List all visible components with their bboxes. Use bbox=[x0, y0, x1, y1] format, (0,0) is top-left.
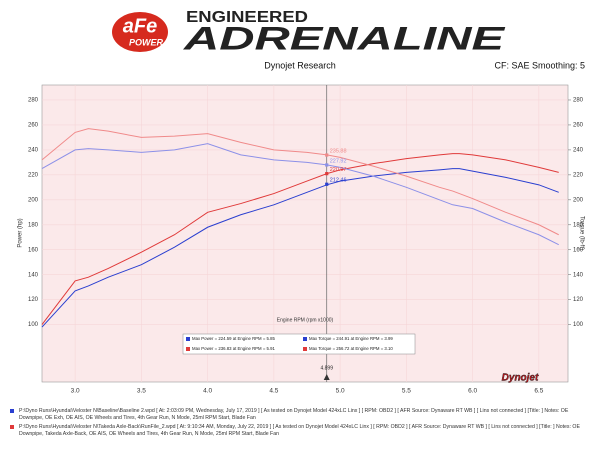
y-axis-title: Power (hp) bbox=[18, 218, 24, 247]
x-tick-label: 5.5 bbox=[402, 388, 411, 395]
tagline-top: ENGINEERED bbox=[186, 9, 308, 26]
cursor-point bbox=[325, 153, 329, 157]
brand: aFe bbox=[123, 15, 157, 37]
logo-badge bbox=[112, 12, 168, 52]
run-file: P:\Dyno Runs\Hyundai\Veloster N\Baseline… bbox=[19, 408, 569, 421]
cursor-value: 235.88 bbox=[330, 148, 347, 154]
y-tick-label: 220 bbox=[28, 172, 39, 178]
run-note: P:\Dyno Runs\Hyundai\Veloster N\Takeda A… bbox=[10, 424, 592, 437]
x-axis-title: Engine RPM (rpm x1000) bbox=[277, 317, 334, 323]
dynojet-logo: Dynojet bbox=[502, 373, 539, 384]
chart-title: Dynojet Research bbox=[264, 60, 336, 70]
y-tick-label: 280 bbox=[28, 98, 39, 104]
y-tick-label: 260 bbox=[28, 123, 39, 129]
x-tick-label: 6.0 bbox=[468, 388, 477, 395]
y-tick-label: 160 bbox=[28, 247, 39, 253]
y2-tick-label: 260 bbox=[573, 123, 584, 129]
y2-tick-label: 220 bbox=[573, 172, 584, 178]
y2-tick-label: 100 bbox=[573, 322, 584, 328]
legend-swatch bbox=[186, 347, 190, 351]
legend-stat: Max Torque = 244.91 at Engine RPM = 3.99 bbox=[309, 336, 393, 341]
run-swatch bbox=[10, 425, 14, 430]
x-tick-label: 3.5 bbox=[137, 388, 146, 395]
y-tick-label: 240 bbox=[28, 147, 39, 153]
footnotes: P:\Dyno Runs\Hyundai\Veloster N\Baseline… bbox=[10, 408, 592, 440]
legend-swatch bbox=[303, 337, 307, 341]
cursor-value: 212.46 bbox=[330, 178, 347, 184]
legend-box bbox=[182, 333, 416, 355]
cursor-arrow bbox=[323, 374, 330, 380]
y2-tick-label: 120 bbox=[573, 297, 584, 303]
chart-subtitle: CF: SAE Smoothing: 5 bbox=[494, 60, 585, 70]
y-tick-label: 120 bbox=[28, 297, 39, 303]
legend-swatch bbox=[303, 347, 307, 351]
cursor-x-label: 4.899 bbox=[320, 365, 333, 371]
legend-stat: Max Power = 236.83 at Engine RPM = 5.91 bbox=[192, 346, 275, 351]
cursor-point bbox=[325, 172, 329, 176]
x-tick-label: 3.0 bbox=[71, 388, 80, 395]
tagline-main: ADRENALINE bbox=[182, 20, 506, 56]
plot-area bbox=[41, 84, 569, 383]
chart: aFe POWER ENGINEERED ADRENALINE Dynojet … bbox=[18, 9, 585, 395]
x-tick-label: 6.5 bbox=[534, 388, 543, 395]
y2-tick-label: 160 bbox=[573, 247, 584, 253]
y2-axis-title: Torque (lb-ft) bbox=[578, 216, 584, 250]
run-file: P:\Dyno Runs\Hyundai\Veloster N\Takeda A… bbox=[19, 424, 580, 437]
y-tick-label: 200 bbox=[28, 197, 39, 203]
x-tick-label: 4.0 bbox=[203, 388, 212, 395]
y-tick-label: 100 bbox=[28, 322, 39, 328]
cursor-point bbox=[325, 182, 329, 186]
y2-tick-label: 240 bbox=[573, 147, 584, 153]
cursor-value: 220.97 bbox=[330, 167, 347, 173]
y-tick-label: 140 bbox=[28, 272, 39, 278]
x-tick-label: 5.0 bbox=[336, 388, 345, 395]
y-tick-label: 180 bbox=[28, 222, 39, 228]
brand-sub: POWER bbox=[129, 37, 164, 47]
x-tick-label: 4.5 bbox=[269, 388, 278, 395]
cursor-point bbox=[325, 163, 329, 167]
y2-tick-label: 200 bbox=[573, 197, 584, 203]
run-swatch bbox=[10, 409, 14, 413]
legend-swatch bbox=[186, 337, 190, 341]
legend-stat: Max Torque = 256.72 at Engine RPM = 3.10 bbox=[309, 346, 393, 351]
y2-tick-label: 140 bbox=[573, 272, 584, 278]
run-note: P:\Dyno Runs\Hyundai\Veloster N\Baseline… bbox=[10, 408, 592, 421]
cursor-value: 227.92 bbox=[330, 158, 347, 164]
y2-tick-label: 180 bbox=[573, 222, 584, 228]
legend-stat: Max Power = 224.59 at Engine RPM = 5.85 bbox=[192, 336, 275, 341]
y2-tick-label: 280 bbox=[573, 98, 584, 104]
